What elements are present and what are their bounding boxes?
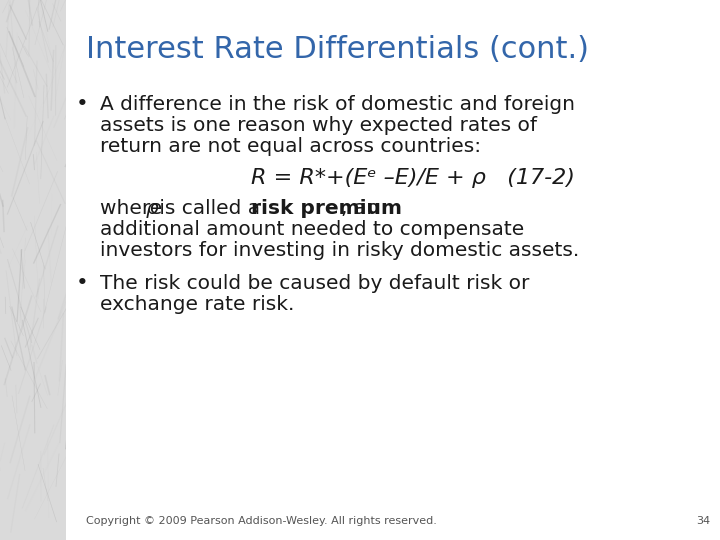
Text: additional amount needed to compensate: additional amount needed to compensate (100, 220, 524, 239)
Text: R = R*+(Eᵉ –E)/E + ρ   (17-2): R = R*+(Eᵉ –E)/E + ρ (17-2) (251, 168, 575, 188)
Text: •: • (76, 94, 89, 114)
Text: exchange rate risk.: exchange rate risk. (100, 295, 294, 314)
Text: Interest Rate Differentials (cont.): Interest Rate Differentials (cont.) (86, 35, 589, 64)
Text: Copyright © 2009 Pearson Addison-Wesley. All rights reserved.: Copyright © 2009 Pearson Addison-Wesley.… (86, 516, 437, 526)
Text: risk premium: risk premium (251, 199, 402, 218)
FancyBboxPatch shape (0, 0, 66, 540)
Text: investors for investing in risky domestic assets.: investors for investing in risky domesti… (100, 241, 580, 260)
Text: , an: , an (341, 199, 379, 218)
Text: 34: 34 (696, 516, 710, 526)
Text: ρ: ρ (145, 199, 158, 218)
Text: The risk could be caused by default risk or: The risk could be caused by default risk… (100, 274, 529, 293)
Text: is called a: is called a (153, 199, 266, 218)
Text: •: • (76, 273, 89, 293)
FancyBboxPatch shape (66, 0, 720, 540)
Text: A difference in the risk of domestic and foreign: A difference in the risk of domestic and… (100, 95, 575, 114)
Text: return are not equal across countries:: return are not equal across countries: (100, 137, 481, 156)
Text: assets is one reason why expected rates of: assets is one reason why expected rates … (100, 116, 537, 135)
Text: where: where (100, 199, 168, 218)
